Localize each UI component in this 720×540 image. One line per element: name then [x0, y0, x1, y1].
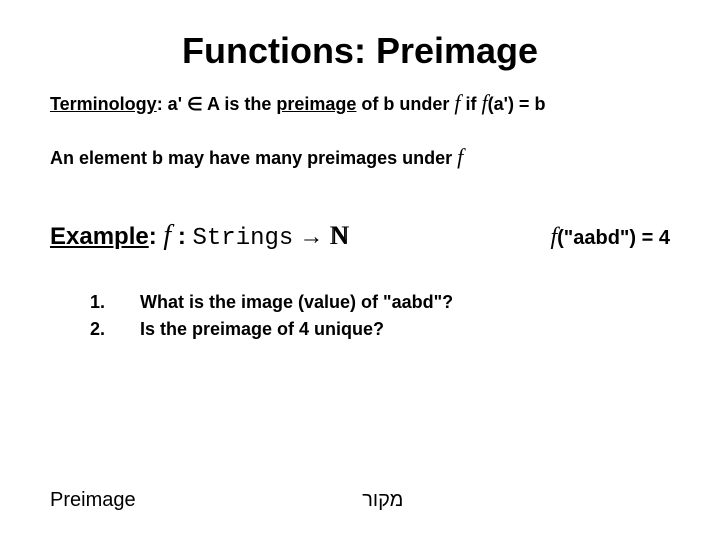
- naturals-symbol: N: [329, 221, 348, 251]
- text-a: : a': [157, 94, 187, 114]
- text-b: A is the: [203, 94, 277, 114]
- list-item: 2. Is the preimage of 4 unique?: [90, 319, 670, 340]
- list-item: 1. What is the image (value) of "aabd"?: [90, 292, 670, 313]
- example-value: f("aabd") = 4: [550, 224, 670, 251]
- text-rhs: (a') = b: [488, 94, 546, 114]
- sep: :: [171, 223, 192, 250]
- element-of-symbol: ∈: [187, 94, 203, 114]
- question-text: What is the image (value) of "aabd"?: [140, 292, 453, 313]
- domain-strings: Strings: [193, 225, 294, 252]
- colon: :: [149, 223, 164, 250]
- example-rhs-text: ("aabd") = 4: [557, 227, 670, 249]
- item-number: 2.: [90, 319, 140, 340]
- example-definition: Example: f : Strings → N: [50, 220, 348, 252]
- slide-title: Functions: Preimage: [50, 30, 670, 72]
- footer-hebrew: מקור: [96, 489, 670, 512]
- item-number: 1.: [90, 292, 140, 313]
- terminology-line: Terminology: a' ∈ A is the preimage of b…: [50, 90, 670, 116]
- example-label: Example: [50, 223, 149, 250]
- math-f: f: [163, 220, 171, 251]
- arrow-symbol: →: [293, 224, 329, 250]
- if-word: if: [461, 94, 482, 114]
- footer: Preimage מקור: [50, 489, 670, 512]
- text-c: of b under: [356, 94, 454, 114]
- preimage-word: preimage: [276, 94, 356, 114]
- math-f: f: [457, 144, 463, 169]
- slide: Functions: Preimage Terminology: a' ∈ A …: [0, 0, 720, 540]
- example-row: Example: f : Strings → N f("aabd") = 4: [50, 220, 670, 252]
- question-list: 1. What is the image (value) of "aabd"? …: [90, 292, 670, 340]
- note-line: An element b may have many preimages und…: [50, 144, 670, 170]
- question-text: Is the preimage of 4 unique?: [140, 319, 384, 340]
- terminology-label: Terminology: [50, 94, 157, 114]
- note-text: An element b may have many preimages und…: [50, 148, 457, 168]
